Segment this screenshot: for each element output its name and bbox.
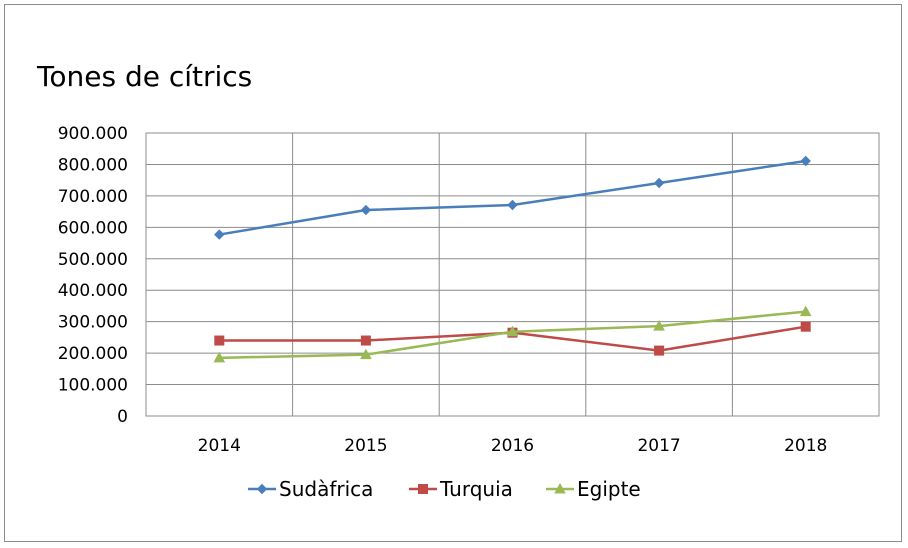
x-tick-label: 2018 bbox=[784, 436, 827, 456]
data-point bbox=[214, 229, 225, 240]
data-point bbox=[654, 345, 665, 356]
data-point bbox=[800, 321, 811, 332]
series-line bbox=[219, 159, 806, 236]
chart-title: Tones de cítrics bbox=[37, 60, 253, 93]
legend-marker bbox=[554, 482, 566, 494]
y-tick-label: 100.000 bbox=[58, 376, 128, 396]
y-tick-label: 500.000 bbox=[58, 250, 128, 270]
y-tick-label: 700.000 bbox=[58, 187, 128, 207]
data-point bbox=[653, 320, 665, 331]
chart-frame bbox=[4, 4, 902, 542]
y-tick-label: 0 bbox=[117, 407, 128, 427]
legend-label: Sudàfrica bbox=[279, 477, 373, 501]
y-tick-label: 300.000 bbox=[58, 313, 128, 333]
data-point bbox=[799, 305, 812, 317]
data-point bbox=[653, 177, 665, 189]
y-tick-label: 200.000 bbox=[58, 344, 128, 364]
x-tick-label: 2014 bbox=[198, 436, 241, 456]
legend-label: Egipte bbox=[577, 477, 641, 501]
data-point bbox=[213, 351, 226, 363]
data-point bbox=[360, 335, 371, 346]
data-point bbox=[507, 199, 518, 211]
y-tick-label: 600.000 bbox=[58, 218, 128, 238]
legend-marker bbox=[418, 484, 428, 494]
plot-area bbox=[145, 132, 880, 417]
data-point bbox=[214, 335, 225, 346]
legend-marker bbox=[256, 483, 268, 495]
y-tick-label: 900.000 bbox=[58, 124, 128, 144]
legend-label: Turquia bbox=[439, 477, 513, 501]
x-tick-label: 2017 bbox=[637, 436, 680, 456]
data-point bbox=[800, 155, 811, 167]
data-point bbox=[360, 204, 372, 216]
data-point bbox=[506, 325, 519, 337]
data-point bbox=[360, 348, 372, 360]
y-tick-label: 800.000 bbox=[58, 155, 128, 175]
x-tick-label: 2015 bbox=[344, 436, 387, 456]
x-tick-label: 2016 bbox=[491, 436, 534, 456]
y-tick-label: 400.000 bbox=[58, 281, 128, 301]
